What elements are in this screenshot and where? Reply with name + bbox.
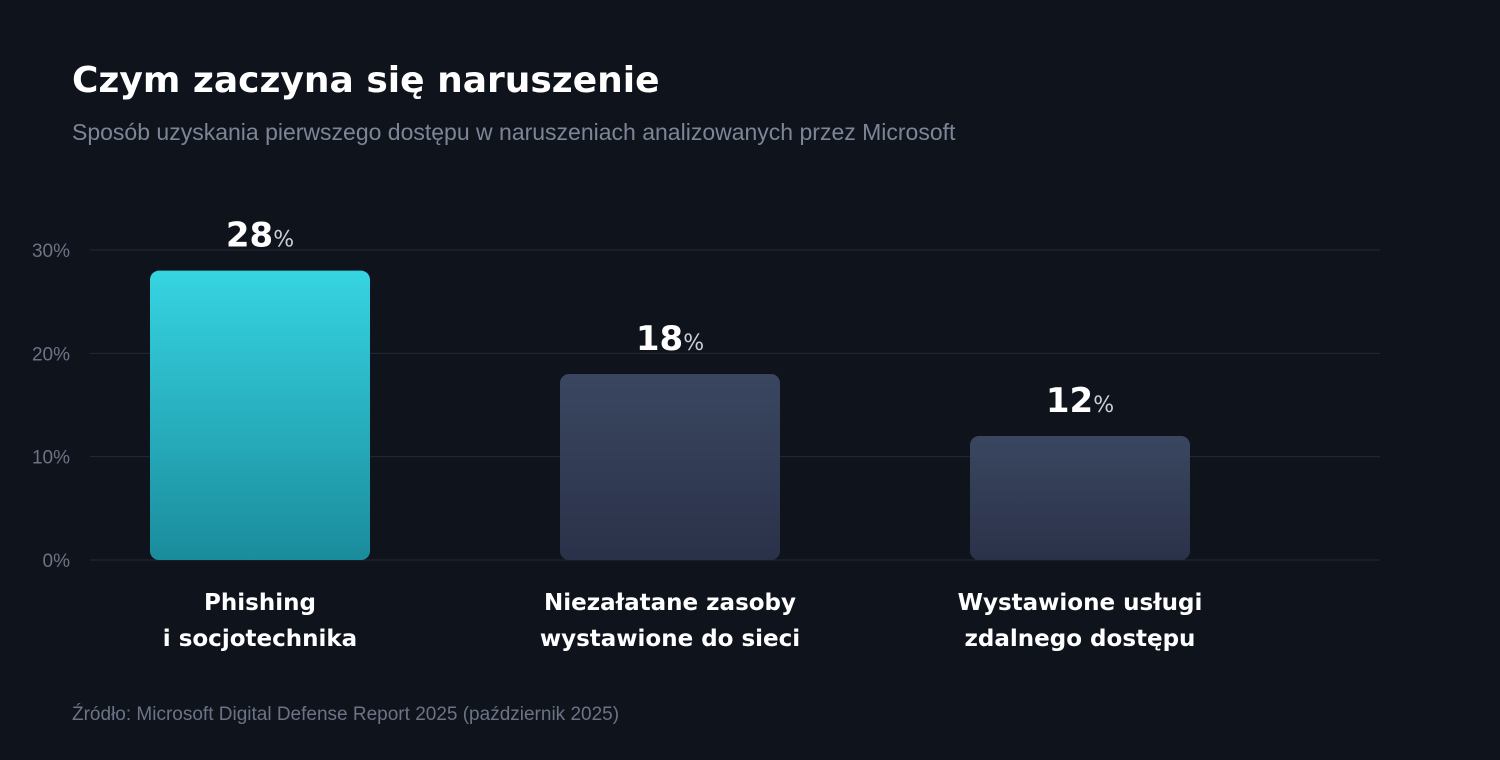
value-unit: % xyxy=(683,331,704,356)
value-number: 28 xyxy=(226,216,273,256)
value-label: 12% xyxy=(1046,381,1114,421)
category-label: Niezałatane zasoby xyxy=(544,590,796,616)
chart-title: Czym zaczyna się naruszenie xyxy=(72,60,660,101)
category-label: Wystawione usługi xyxy=(958,590,1203,616)
y-tick-label: 30% xyxy=(32,241,70,262)
category-labels: Phishing i socjotechnika Niezałatane zasob… xyxy=(163,590,1203,652)
y-tick-label: 0% xyxy=(43,551,71,572)
source-note: Źródło: Microsoft Digital Defense Report… xyxy=(72,704,620,725)
y-tick-label: 10% xyxy=(32,448,70,469)
bar xyxy=(970,436,1190,560)
bar xyxy=(560,374,780,560)
value-unit: % xyxy=(1093,393,1114,418)
bars xyxy=(150,270,1190,560)
value-label: 28% xyxy=(226,216,294,256)
category-label: i socjotechnika xyxy=(163,626,357,652)
value-unit: % xyxy=(273,228,294,253)
value-labels: 28%18%12% xyxy=(226,216,1114,421)
bar xyxy=(150,270,370,560)
y-tick-label: 20% xyxy=(32,344,70,365)
value-label: 18% xyxy=(636,319,704,359)
chart-subtitle: Sposób uzyskania pierwszego dostępu w na… xyxy=(72,119,956,145)
category-label: zdalnego dostępu xyxy=(965,626,1196,652)
value-number: 18 xyxy=(636,319,683,359)
value-number: 12 xyxy=(1046,381,1093,421)
y-axis-ticks: 0% 10% 20% 30% xyxy=(32,241,70,572)
category-label: Phishing xyxy=(204,590,316,616)
category-label: wystawione do sieci xyxy=(540,626,800,652)
